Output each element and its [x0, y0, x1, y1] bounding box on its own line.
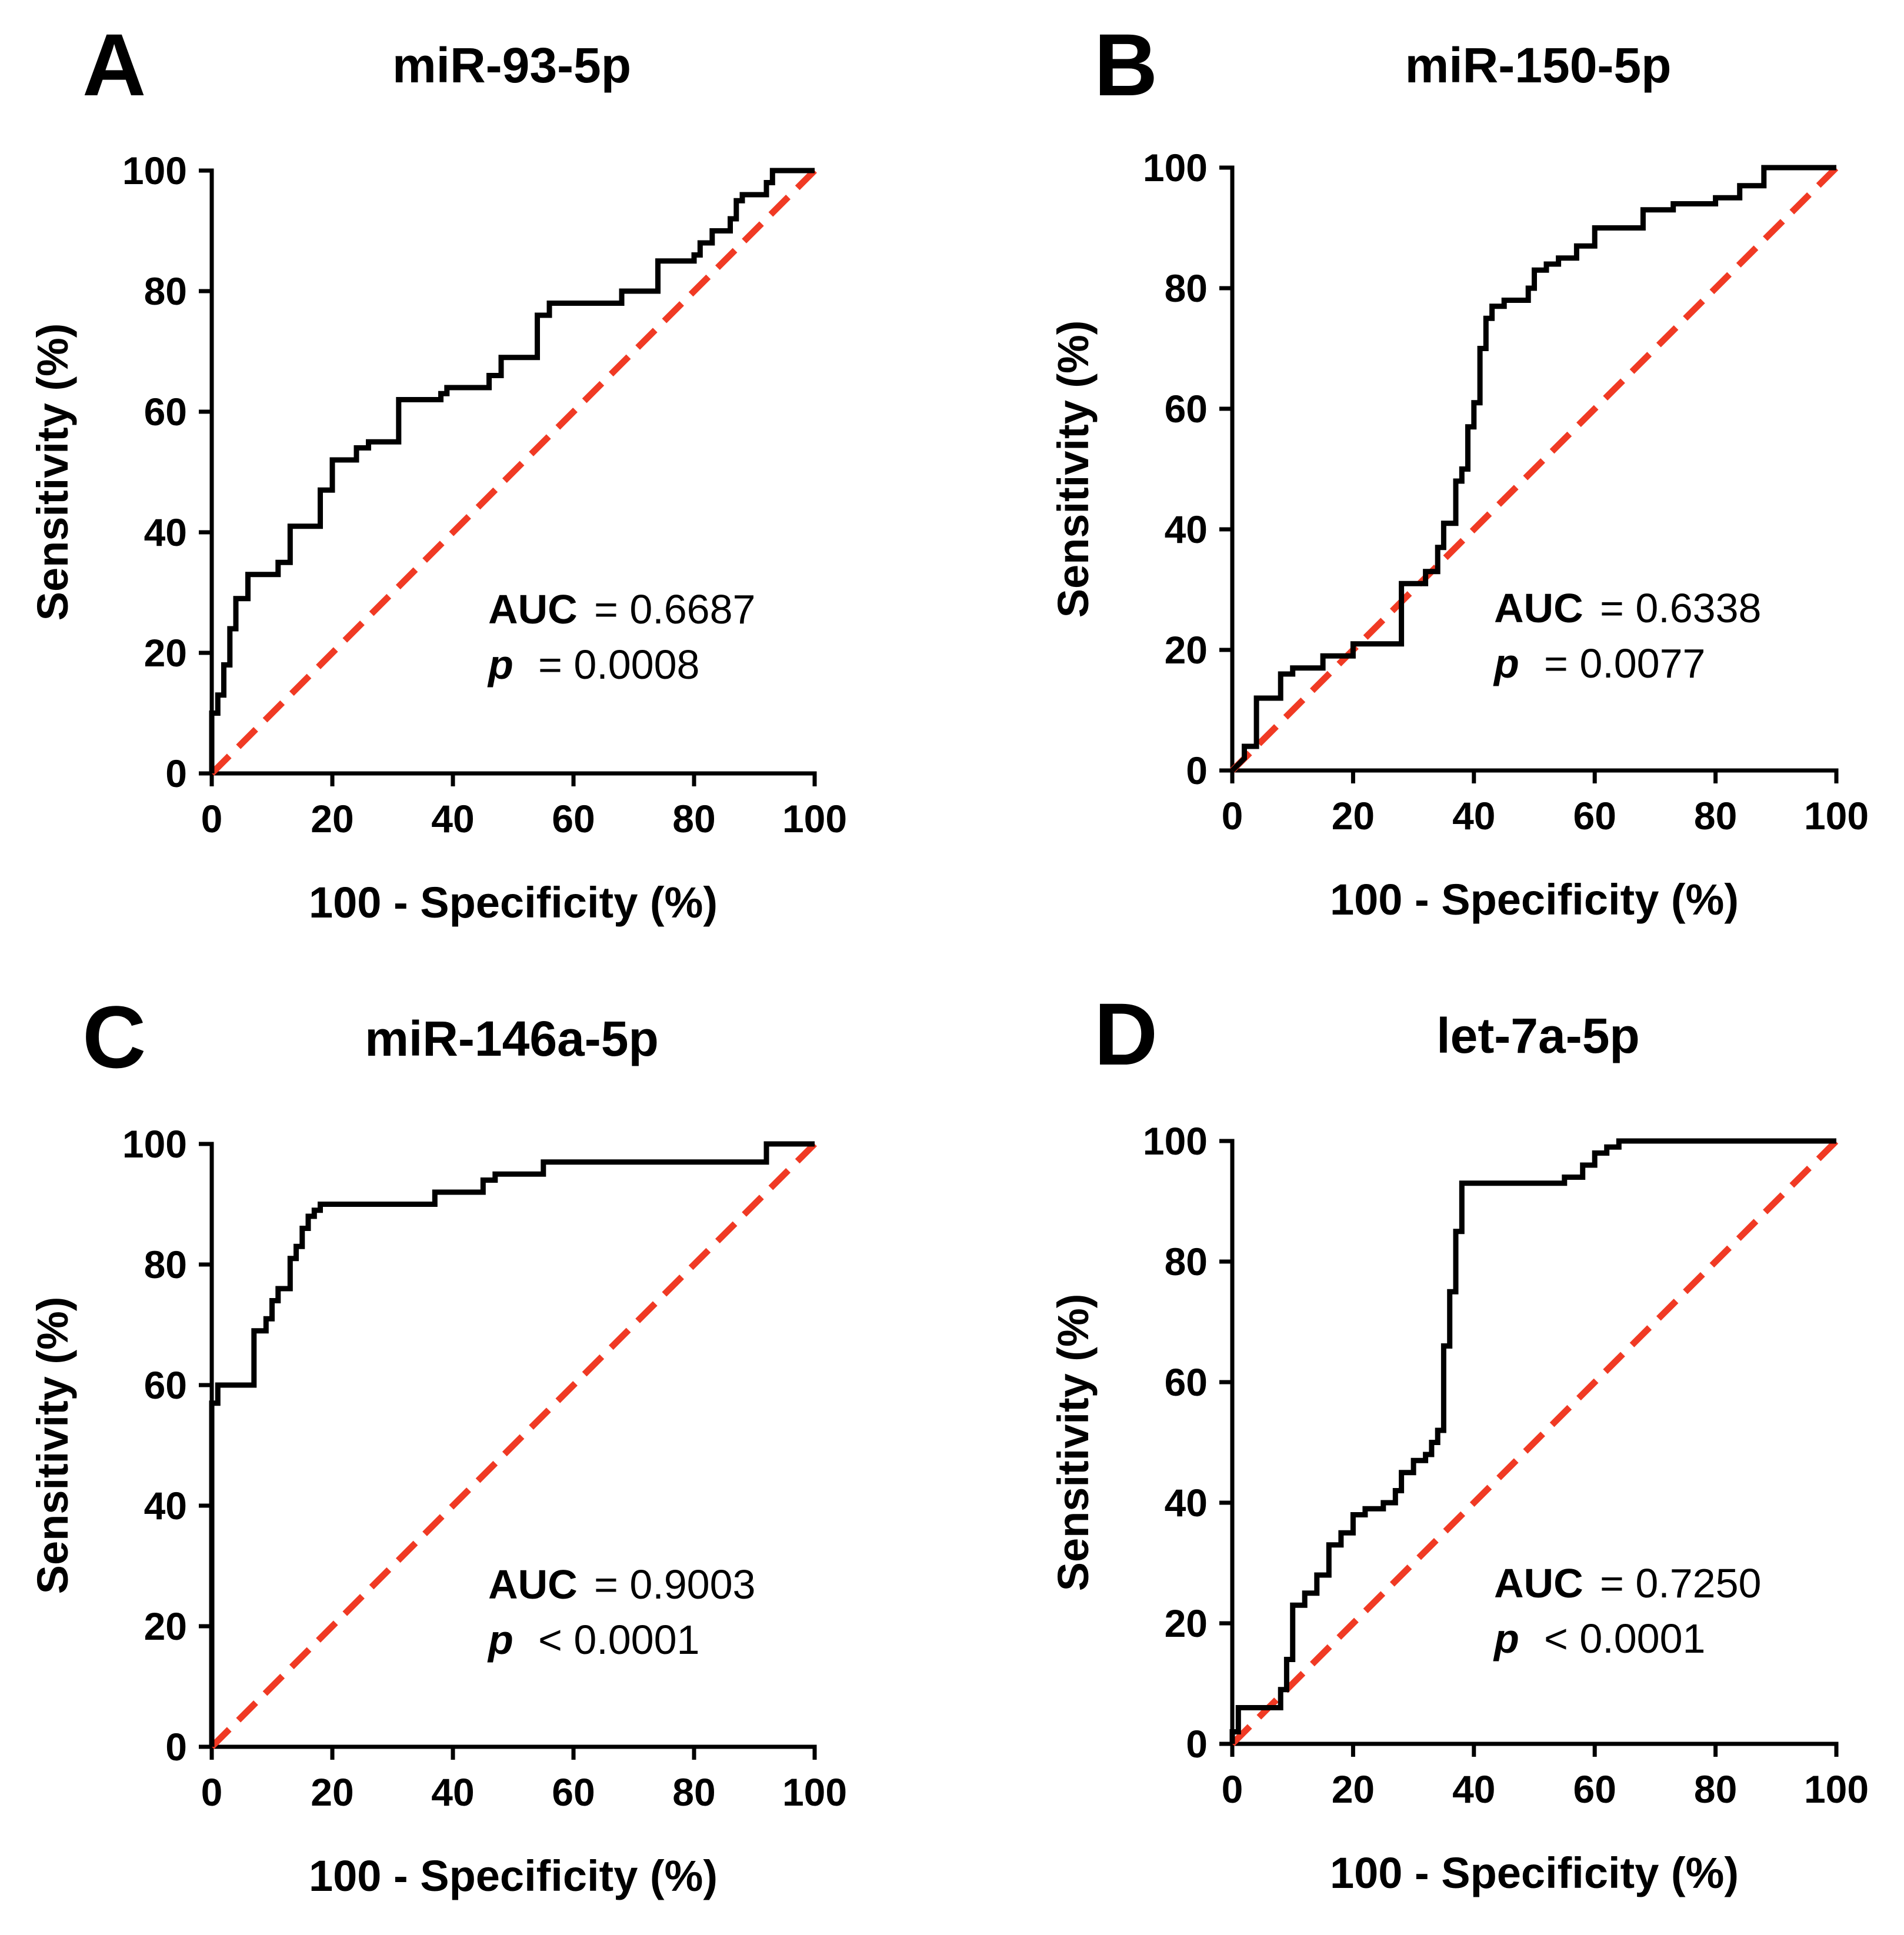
p-value: = 0.0077 — [1544, 640, 1705, 686]
y-tick-label: 40 — [144, 1484, 187, 1527]
panel-letter: C — [82, 987, 146, 1086]
stats-annotation: AUC = 0.6338 p = 0.0077 — [1493, 585, 1761, 686]
auc-value: = 0.7250 — [1600, 1560, 1761, 1606]
x-tick-label: 40 — [431, 797, 474, 840]
x-axis-title: 100 - Specificity (%) — [309, 1851, 718, 1900]
y-tick-label: 80 — [1165, 266, 1208, 310]
auc-label: AUC — [1494, 585, 1583, 631]
p-value: < 0.0001 — [538, 1617, 699, 1663]
p-label: p — [487, 1617, 513, 1663]
stats-annotation: AUC = 0.9003 p < 0.0001 — [487, 1562, 755, 1663]
x-tick-label: 60 — [1573, 794, 1616, 838]
y-tick-label: 80 — [1165, 1240, 1208, 1283]
x-tick-label: 80 — [672, 1770, 715, 1814]
panel-title: let-7a-5p — [1436, 1008, 1639, 1063]
y-tick-label: 80 — [144, 1243, 187, 1286]
y-axis-title: Sensitivity (%) — [28, 1297, 77, 1594]
x-tick-label: 40 — [1452, 1767, 1495, 1811]
y-tick-label: 40 — [1165, 508, 1208, 551]
panel-letter: A — [82, 15, 146, 114]
reference-diagonal-line — [209, 1142, 817, 1749]
panel-title: miR-93-5p — [392, 38, 631, 93]
reference-diagonal-line — [1230, 165, 1839, 773]
y-axis-title: Sensitivity (%) — [28, 323, 77, 621]
auc-label: AUC — [1494, 1560, 1583, 1606]
p-value: = 0.0008 — [538, 642, 699, 688]
y-tick-label: 0 — [1186, 1722, 1208, 1766]
x-tick-label: 0 — [201, 797, 223, 840]
y-tick-label: 40 — [144, 511, 187, 554]
p-label: p — [1493, 1616, 1519, 1662]
x-tick-label: 100 — [1804, 794, 1869, 838]
y-tick-label: 20 — [1165, 1602, 1208, 1645]
x-axis-title: 100 - Specificity (%) — [1330, 875, 1739, 924]
y-tick-label: 20 — [144, 1604, 187, 1648]
auc-label: AUC — [488, 1562, 578, 1607]
stats-annotation: AUC = 0.7250 p < 0.0001 — [1493, 1560, 1761, 1662]
x-tick-label: 20 — [1332, 794, 1375, 838]
x-tick-label: 40 — [431, 1770, 474, 1814]
reference-diagonal-line — [209, 168, 817, 776]
x-axis-title: 100 - Specificity (%) — [1330, 1849, 1739, 1897]
y-tick-label: 100 — [1143, 1119, 1208, 1163]
y-tick-label: 20 — [1165, 628, 1208, 672]
x-tick-label: 60 — [1573, 1767, 1616, 1811]
x-tick-label: 20 — [1332, 1767, 1375, 1811]
stats-annotation: AUC = 0.6687 p = 0.0008 — [487, 586, 755, 688]
y-tick-label: 60 — [144, 390, 187, 433]
x-tick-label: 100 — [782, 797, 847, 840]
y-tick-label: 0 — [165, 1725, 187, 1769]
x-tick-label: 100 — [782, 1770, 847, 1814]
panel-letter: D — [1094, 985, 1158, 1083]
auc-label: AUC — [488, 586, 578, 632]
roc-curve-line — [1230, 165, 1836, 773]
y-tick-label: 100 — [1143, 146, 1208, 189]
auc-value: = 0.6338 — [1600, 585, 1761, 631]
y-tick-label: 0 — [165, 752, 187, 795]
x-tick-label: 80 — [1694, 794, 1737, 838]
x-tick-label: 60 — [552, 797, 595, 840]
panel-title: miR-146a-5p — [365, 1011, 659, 1066]
y-tick-label: 60 — [1165, 387, 1208, 431]
x-tick-label: 20 — [311, 1770, 354, 1814]
x-tick-label: 80 — [1694, 1767, 1737, 1811]
p-value: < 0.0001 — [1544, 1616, 1705, 1662]
x-tick-label: 0 — [201, 1770, 223, 1814]
y-axis-title: Sensitivity (%) — [1049, 321, 1098, 618]
x-axis-title: 100 - Specificity (%) — [309, 878, 718, 927]
panel-letter: B — [1094, 15, 1158, 114]
y-tick-label: 60 — [144, 1363, 187, 1407]
y-tick-label: 60 — [1165, 1360, 1208, 1404]
y-tick-label: 100 — [122, 1122, 187, 1166]
y-tick-label: 80 — [144, 269, 187, 313]
x-tick-label: 0 — [1222, 794, 1243, 838]
y-tick-label: 0 — [1186, 749, 1208, 792]
roc-curve-line — [1229, 1138, 1836, 1744]
roc-curve-line — [209, 1141, 815, 1747]
x-tick-label: 0 — [1222, 1767, 1243, 1811]
x-tick-label: 40 — [1452, 794, 1495, 838]
x-tick-label: 20 — [311, 797, 354, 840]
y-tick-label: 20 — [144, 631, 187, 675]
y-axis-title: Sensitivity (%) — [1049, 1294, 1098, 1592]
x-tick-label: 80 — [672, 797, 715, 840]
p-label: p — [487, 642, 513, 688]
auc-value: = 0.9003 — [594, 1562, 755, 1607]
y-tick-label: 40 — [1165, 1481, 1208, 1524]
roc-curve-line — [209, 168, 815, 773]
x-tick-label: 100 — [1804, 1767, 1869, 1811]
panel-title: miR-150-5p — [1405, 38, 1672, 93]
y-tick-label: 100 — [122, 149, 187, 192]
reference-diagonal-line — [1230, 1139, 1839, 1746]
p-label: p — [1493, 640, 1519, 686]
auc-value: = 0.6687 — [594, 586, 755, 632]
x-tick-label: 60 — [552, 1770, 595, 1814]
